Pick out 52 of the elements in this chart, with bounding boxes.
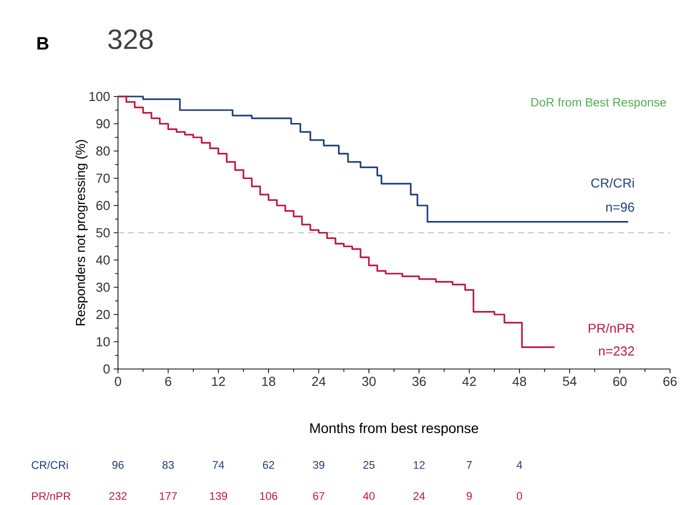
x-tick-label: 48	[512, 376, 526, 386]
y-tick-label: 90	[96, 119, 110, 128]
y-tick-label: 30	[96, 282, 110, 292]
text: 74	[212, 461, 224, 469]
annotation: n=232	[599, 346, 634, 356]
text: PR/nPR	[32, 492, 70, 500]
x-tick-label: 18	[262, 376, 276, 386]
text: 83	[162, 461, 174, 469]
text: 4	[516, 461, 522, 469]
x-tick-label: 12	[212, 376, 225, 386]
text: 9	[466, 492, 472, 500]
y-tick-label: 80	[96, 146, 110, 156]
x-tick-label: 6	[165, 376, 172, 386]
text: 62	[262, 461, 274, 469]
text: 67	[313, 492, 324, 500]
text: PR/nPR	[588, 323, 634, 333]
text: 96	[112, 461, 124, 469]
x-tick-label: 30	[362, 376, 376, 386]
y-tick-label: 20	[96, 310, 110, 320]
text: 7	[466, 461, 472, 469]
text: 328	[108, 29, 153, 50]
annotation: n=96	[606, 202, 634, 212]
x-tick-label: 36	[412, 376, 426, 386]
x-tick-label: 24	[312, 376, 326, 386]
x-tick-label: 54	[562, 376, 576, 386]
text: 177	[160, 492, 177, 500]
text: CR/CRi	[591, 178, 634, 188]
text: 232	[109, 492, 127, 500]
x-tick-label: 42	[462, 376, 476, 386]
text: CR/CRi	[32, 460, 68, 469]
chart-subtitle: DoR from Best Response	[531, 98, 666, 109]
x-axis-title: Months from best response	[310, 422, 478, 436]
text: 40	[363, 492, 375, 500]
text: 25	[363, 461, 375, 469]
text: 39	[313, 461, 324, 469]
text: B	[37, 37, 48, 50]
x-tick-label: 0	[114, 376, 122, 386]
y-tick-label: 50	[96, 228, 110, 238]
x-tick-label: 66	[663, 376, 677, 386]
y-tick-label: 10	[96, 337, 110, 346]
x-tick-label: 60	[613, 376, 627, 386]
y-axis-title: Responders not progressing (%)	[76, 140, 88, 326]
text: 12	[414, 461, 425, 469]
text: 24	[414, 492, 425, 500]
y-tick-label: 40	[96, 255, 110, 265]
y-tick-label: 100	[89, 92, 110, 102]
y-tick-label: 0	[103, 364, 110, 374]
y-tick-label: 60	[96, 200, 110, 210]
text: 106	[260, 492, 278, 500]
y-tick-label: 70	[96, 174, 110, 183]
text: 139	[210, 492, 228, 500]
text: 0	[516, 492, 522, 500]
